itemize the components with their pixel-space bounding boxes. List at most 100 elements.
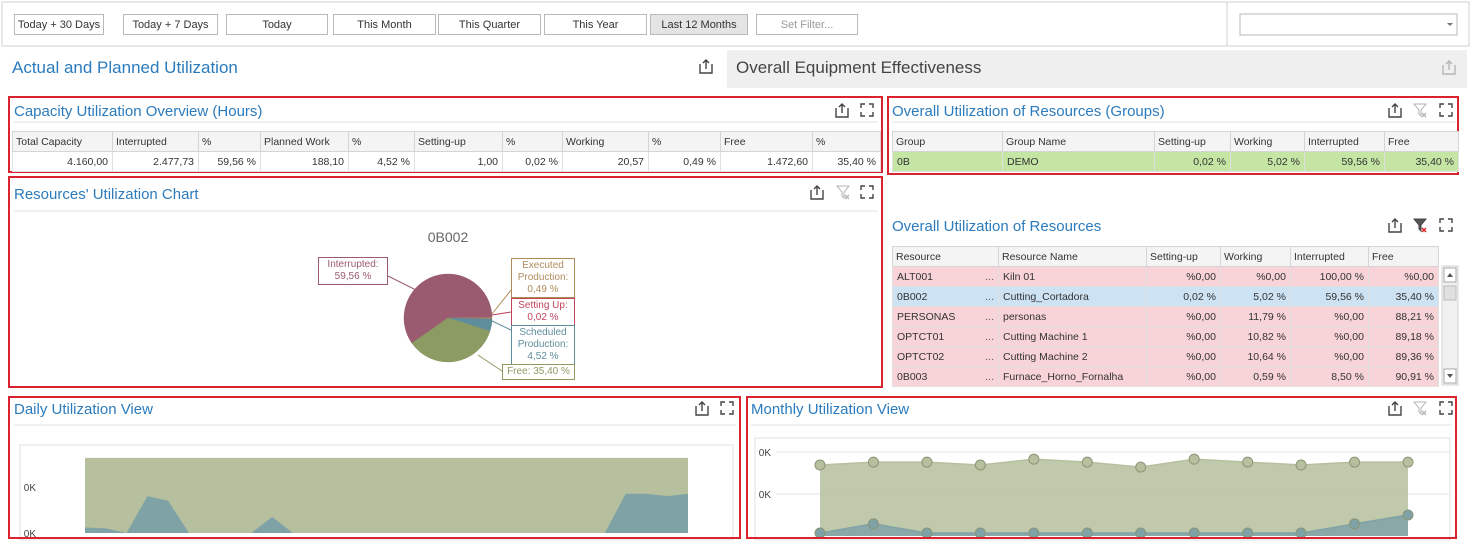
pie-label-value: 0,02 %: [527, 312, 558, 323]
pie-label: Executed Production:0,49 %: [511, 258, 575, 298]
column-header[interactable]: %: [813, 132, 881, 152]
table-cell: 0,02 %: [1155, 152, 1231, 172]
data-table: ResourceResource NameSetting-upWorkingIn…: [892, 246, 1439, 387]
table-cell: PERSONAS...: [893, 307, 999, 327]
table-cell: ALT001...: [893, 267, 999, 287]
table-cell: 90,91 %: [1369, 367, 1439, 387]
row-button[interactable]: ...: [985, 311, 994, 323]
pie-label: Interrupted:59,56 %: [318, 257, 388, 285]
cell-text: 0B002: [897, 291, 927, 303]
table-cell: Cutting_Cortadora: [999, 287, 1147, 307]
table-cell: 0B002...: [893, 287, 999, 307]
table-cell: 5,02 %: [1231, 152, 1305, 172]
column-header[interactable]: Group: [893, 132, 1003, 152]
column-header[interactable]: Working: [1231, 132, 1305, 152]
column-header[interactable]: %: [649, 132, 721, 152]
table-cell: Cutting Machine 1: [999, 327, 1147, 347]
panel-title: Overall Utilization of Resources: [892, 218, 1101, 235]
set-filter-button[interactable]: Set Filter...: [756, 14, 858, 35]
filter-button[interactable]: This Month: [333, 14, 436, 35]
table-cell: Kiln 01: [999, 267, 1147, 287]
row-button[interactable]: ...: [985, 291, 994, 303]
row-button[interactable]: ...: [985, 371, 994, 383]
table-cell: 5,02 %: [1221, 287, 1291, 307]
column-header[interactable]: %: [349, 132, 415, 152]
cell-text: 0B003: [897, 371, 927, 383]
table-cell: 88,21 %: [1369, 307, 1439, 327]
column-header[interactable]: Working: [563, 132, 649, 152]
column-header[interactable]: %: [199, 132, 261, 152]
table-cell: Cutting Machine 2: [999, 347, 1147, 367]
column-header[interactable]: Setting-up: [1155, 132, 1231, 152]
cell-text: OPTCT02: [897, 351, 944, 363]
filter-button[interactable]: This Year: [544, 14, 647, 35]
filter-button[interactable]: This Quarter: [438, 14, 541, 35]
header-row: GroupGroup NameSetting-upWorkingInterrup…: [893, 132, 1459, 152]
table-cell: 4,52 %: [349, 152, 415, 172]
table-row[interactable]: PERSONAS...personas%0,0011,79 %%0,0088,2…: [893, 307, 1439, 327]
column-header[interactable]: Interrupted: [1305, 132, 1385, 152]
table-row[interactable]: 4.160,002.477,7359,56 %188,104,52 %1,000…: [13, 152, 881, 172]
table-row[interactable]: 0BDEMO0,02 %5,02 %59,56 %35,40 %: [893, 152, 1459, 172]
column-header[interactable]: Resource: [893, 247, 999, 267]
scroll-thumb[interactable]: [1444, 286, 1456, 300]
filter-button[interactable]: Last 12 Months: [650, 14, 748, 35]
column-header[interactable]: Free: [1369, 247, 1439, 267]
column-header[interactable]: Free: [721, 132, 813, 152]
panel-title: Capacity Utilization Overview (Hours): [14, 103, 262, 120]
filter-button[interactable]: Today + 30 Days: [14, 14, 104, 35]
column-header[interactable]: Total Capacity: [13, 132, 113, 152]
panel-title: Daily Utilization View: [14, 401, 153, 418]
column-header[interactable]: Free: [1385, 132, 1459, 152]
export-icon[interactable]: [1389, 219, 1401, 232]
table-cell: 188,10: [261, 152, 349, 172]
table-cell: 59,56 %: [1291, 287, 1369, 307]
table-row[interactable]: OPTCT01...Cutting Machine 1%0,0010,82 %%…: [893, 327, 1439, 347]
header-row: ResourceResource NameSetting-upWorkingIn…: [893, 247, 1439, 267]
table-row[interactable]: OPTCT02...Cutting Machine 2%0,0010,64 %%…: [893, 347, 1439, 367]
table-cell: 59,56 %: [199, 152, 261, 172]
pie-label-category: Scheduled Production:: [518, 327, 569, 350]
row-button[interactable]: ...: [985, 331, 994, 343]
table-cell: OPTCT02...: [893, 347, 999, 367]
table-row[interactable]: ALT001...Kiln 01%0,00%0,00100,00 %%0,00: [893, 267, 1439, 287]
pie-label-category: Executed Production:: [518, 260, 569, 283]
scrollbar[interactable]: [1442, 266, 1458, 385]
table-cell: %0,00: [1291, 307, 1369, 327]
dashboard-title: Actual and Planned Utilization: [12, 58, 238, 78]
export-icon[interactable]: [700, 60, 712, 73]
column-header[interactable]: Working: [1221, 247, 1291, 267]
data-table: GroupGroup NameSetting-upWorkingInterrup…: [892, 131, 1459, 172]
row-button[interactable]: ...: [985, 271, 994, 283]
table-cell: 10,82 %: [1221, 327, 1291, 347]
table-cell: 2.477,73: [113, 152, 199, 172]
pie-label-category: Free:: [507, 366, 530, 377]
column-header[interactable]: Setting-up: [1147, 247, 1221, 267]
panel-title: Monthly Utilization View: [751, 401, 909, 418]
column-header[interactable]: Setting-up: [415, 132, 503, 152]
table-cell: 35,40 %: [1369, 287, 1439, 307]
pie-label: Free: 35,40 %: [502, 364, 575, 380]
header-row: Total CapacityInterrupted%Planned Work%S…: [13, 132, 881, 152]
pie-label-category: Interrupted:: [327, 259, 378, 270]
chart-panel: [8, 176, 883, 388]
column-header[interactable]: %: [503, 132, 563, 152]
table-cell: 8,50 %: [1291, 367, 1369, 387]
filter-button[interactable]: Today + 7 Days: [123, 14, 218, 35]
maximize-icon[interactable]: [1440, 219, 1452, 231]
column-header[interactable]: Planned Work: [261, 132, 349, 152]
row-button[interactable]: ...: [985, 351, 994, 363]
table-row[interactable]: 0B002...Cutting_Cortadora0,02 %5,02 %59,…: [893, 287, 1439, 307]
column-header[interactable]: Resource Name: [999, 247, 1147, 267]
cell-text: ALT001: [897, 271, 933, 283]
table-row[interactable]: 0B003...Furnace_Horno_Fornalha%0,000,59 …: [893, 367, 1439, 387]
column-header[interactable]: Interrupted: [113, 132, 199, 152]
column-header[interactable]: Interrupted: [1291, 247, 1369, 267]
clear-filter-mark[interactable]: [1422, 228, 1426, 232]
column-header[interactable]: Group Name: [1003, 132, 1155, 152]
table-cell: %0,00: [1147, 327, 1221, 347]
table-cell: 100,00 %: [1291, 267, 1369, 287]
dropdown[interactable]: [1240, 14, 1457, 35]
filter-button[interactable]: Today: [226, 14, 328, 35]
panel-title: Resources' Utilization Chart: [14, 186, 199, 203]
